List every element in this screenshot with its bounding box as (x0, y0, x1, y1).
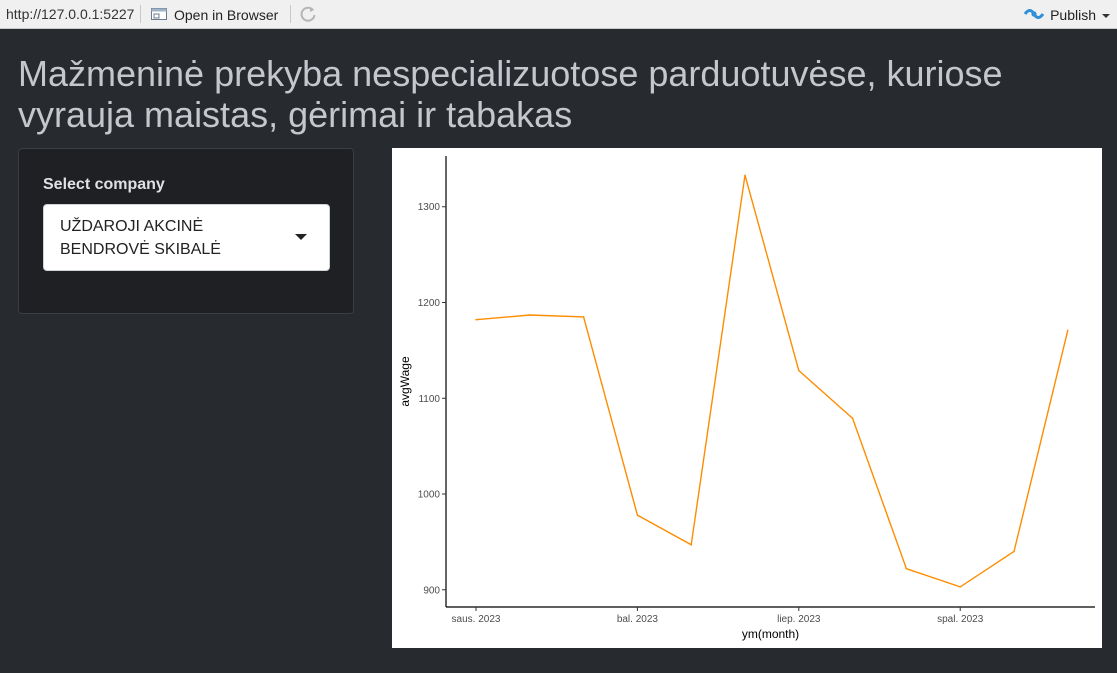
sidebar-panel: Select company UŽDAROJI AKCINĖ BENDROVĖ … (18, 148, 354, 314)
data-point (1013, 550, 1015, 553)
data-point (690, 544, 692, 546)
refresh-icon[interactable] (298, 4, 318, 24)
y-axis-title: avgWage (398, 356, 412, 407)
open-in-browser-label: Open in Browser (174, 7, 279, 23)
browser-window-icon (150, 6, 168, 25)
toolbar-divider (140, 5, 141, 23)
x-tick-label: bal. 2023 (617, 614, 659, 625)
y-tick-label: 1000 (418, 490, 441, 501)
caret-down-icon (295, 234, 307, 240)
select-company-label: Select company (43, 176, 165, 193)
x-tick-label: liep. 2023 (777, 614, 821, 625)
ide-toolbar: http://127.0.0.1:5227 Open in Browser Pu… (0, 0, 1117, 29)
x-tick-label: spal. 2023 (937, 614, 984, 625)
data-point (798, 369, 800, 372)
y-tick-label: 1100 (418, 394, 440, 405)
x-axis-title: ym(month) (742, 627, 799, 641)
data-point (1067, 329, 1069, 331)
data-point (851, 417, 854, 420)
company-select-value: UŽDAROJI AKCINĖ BENDROVĖ SKIBALĖ (60, 218, 221, 258)
page-title: Mažmeninė prekyba nespecializuotose pard… (18, 53, 1003, 135)
y-tick-label: 1300 (418, 202, 441, 213)
x-tick-label: saus. 2023 (452, 614, 501, 625)
company-select[interactable]: UŽDAROJI AKCINĖ BENDROVĖ SKIBALĖ (43, 204, 330, 271)
y-tick-label: 900 (423, 585, 440, 596)
wage-line-chart: 900 1000 1100 1200 1300 saus. 2023 bal. 2023 li… (392, 148, 1102, 648)
data-point (475, 319, 477, 321)
data-point (636, 514, 639, 516)
data-point (582, 316, 585, 318)
data-point (905, 567, 908, 570)
url-display[interactable]: http://127.0.0.1:5227 (6, 6, 135, 22)
publish-button[interactable]: Publish (1023, 5, 1111, 25)
publish-label: Publish (1050, 7, 1096, 23)
avg-wage-line (475, 175, 1069, 588)
toolbar-divider (290, 5, 291, 23)
chevron-down-icon (1101, 7, 1111, 23)
data-point (529, 314, 531, 316)
data-point (959, 586, 961, 588)
open-in-browser-button[interactable]: Open in Browser (150, 5, 278, 25)
y-tick-label: 1200 (418, 298, 441, 309)
data-point (744, 174, 746, 176)
publish-icon (1023, 6, 1045, 25)
